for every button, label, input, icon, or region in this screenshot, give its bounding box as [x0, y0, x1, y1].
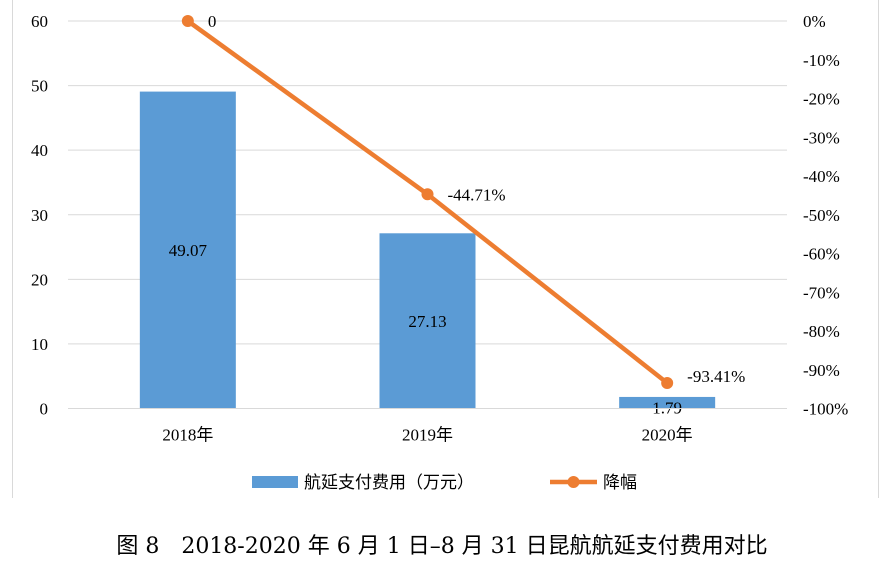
left-axis-tick-label: 40	[31, 141, 48, 160]
bar	[139, 91, 236, 409]
right-axis-tick-label: -100%	[803, 400, 848, 419]
line-point	[181, 15, 194, 27]
left-axis-tick-label: 60	[31, 12, 48, 31]
right-axis-tick-label: -40%	[803, 167, 840, 186]
right-axis-tick-label: -30%	[803, 128, 840, 147]
left-axis-tick-label: 10	[31, 335, 48, 354]
left-axis-tick-label: 0	[40, 400, 49, 419]
right-axis-tick-label: -50%	[803, 206, 840, 225]
right-axis: 0% -10% -20% -30% -40% -50% -60% -70% -80% -90% -1…	[803, 12, 848, 419]
figure-caption: 图 8 2018-2020 年 6 月 1 日–8 月 31 日昆航航延支付费用…	[116, 534, 768, 559]
legend-bar-swatch	[252, 476, 298, 488]
right-axis-tick-label: -10%	[803, 51, 840, 70]
x-axis-tick-label: 2018年	[162, 426, 213, 445]
x-axis-tick-label: 2020年	[642, 426, 693, 445]
line-data-label: -44.71%	[448, 185, 506, 204]
legend-line-label: 降幅	[603, 473, 637, 493]
right-axis-tick-label: -60%	[803, 245, 840, 264]
bar	[619, 396, 716, 409]
chart: 0 10 20 30 40 50 60 0% -10% -20% -30% -40% -50% -60%…	[12, 0, 879, 498]
line-point	[661, 376, 674, 389]
line-series: 0 -44.71% -93.41%	[181, 12, 745, 389]
right-axis-tick-label: -70%	[803, 283, 840, 302]
line-data-label: -93.41%	[687, 367, 745, 386]
bar-data-label: 27.13	[408, 312, 446, 331]
bar	[379, 233, 476, 409]
line-data-label: 0	[208, 12, 217, 31]
x-axis-tick-label: 2019年	[402, 426, 453, 445]
x-axis: 2018年 2019年 2020年	[68, 408, 787, 445]
right-axis-tick-label: -80%	[803, 322, 840, 341]
left-axis: 0 10 20 30 40 50 60	[31, 12, 48, 419]
left-axis-tick-label: 50	[31, 77, 48, 96]
legend: 航延支付费用（万元） 降幅	[252, 473, 637, 493]
right-axis-tick-label: -20%	[803, 90, 840, 109]
right-axis-tick-label: 0%	[803, 12, 826, 31]
left-axis-tick-label: 20	[31, 270, 48, 289]
legend-line-marker	[567, 476, 580, 488]
legend-bar-label: 航延支付费用（万元）	[304, 473, 474, 493]
right-axis-tick-label: -90%	[803, 361, 840, 380]
line-point	[421, 188, 434, 201]
left-axis-tick-label: 30	[31, 206, 48, 225]
bar-data-label: 49.07	[169, 241, 208, 260]
